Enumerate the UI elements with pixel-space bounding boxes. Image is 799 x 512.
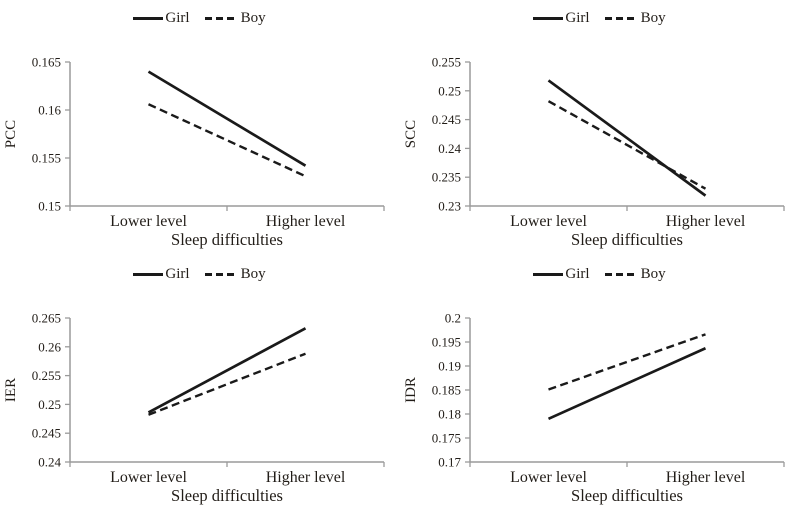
svg-text:Sleep difficulties: Sleep difficulties — [571, 230, 683, 249]
svg-text:PCC: PCC — [3, 120, 19, 148]
solid-line-icon — [133, 272, 164, 276]
panel-idr: Girl Boy 0.17 0.175 0.18 0.185 0.19 0.195 0.2 L… — [400, 256, 799, 512]
svg-text:0.16: 0.16 — [38, 103, 61, 118]
svg-text:Higher level: Higher level — [266, 469, 346, 486]
legend: Girl Boy — [400, 8, 799, 28]
svg-text:0.23: 0.23 — [438, 199, 461, 214]
legend-label-girl: Girl — [165, 265, 190, 282]
pcc-chart: 0.15 0.155 0.16 0.165 Lower level Higher leve… — [0, 28, 399, 253]
ier-chart: 0.24 0.245 0.25 0.255 0.26 0.265 Lower level Hi… — [0, 284, 399, 509]
solid-line-icon — [533, 272, 564, 276]
svg-text:Higher level: Higher level — [666, 469, 746, 486]
legend: Girl Boy — [0, 8, 399, 28]
svg-text:0.24: 0.24 — [38, 455, 61, 470]
svg-text:Sleep difficulties: Sleep difficulties — [571, 486, 683, 505]
svg-text:Lower level: Lower level — [110, 469, 187, 486]
idr-chart: 0.17 0.175 0.18 0.185 0.19 0.195 0.2 Lower leve… — [400, 284, 799, 509]
svg-text:0.165: 0.165 — [32, 55, 61, 70]
panel-pcc: Girl Boy 0.15 0.155 0.16 0.165 Lower level Hi… — [0, 0, 399, 256]
svg-text:0.195: 0.195 — [432, 335, 461, 350]
svg-text:Higher level: Higher level — [666, 213, 746, 230]
svg-text:Lower level: Lower level — [510, 213, 587, 230]
dashed-line-icon — [204, 272, 236, 276]
svg-text:0.235: 0.235 — [432, 170, 461, 185]
svg-text:0.2: 0.2 — [445, 311, 461, 326]
svg-text:0.245: 0.245 — [32, 426, 61, 441]
legend-label-girl: Girl — [165, 9, 190, 26]
solid-line-icon — [533, 16, 564, 20]
svg-text:Higher level: Higher level — [266, 213, 346, 230]
svg-text:0.26: 0.26 — [38, 339, 61, 354]
dashed-line-icon — [204, 16, 236, 20]
svg-text:0.18: 0.18 — [438, 407, 461, 422]
svg-text:Sleep difficulties: Sleep difficulties — [171, 486, 283, 505]
solid-line-icon — [133, 16, 164, 20]
svg-text:0.265: 0.265 — [32, 311, 61, 326]
svg-text:0.25: 0.25 — [38, 397, 61, 412]
svg-text:0.175: 0.175 — [432, 431, 461, 446]
svg-text:0.19: 0.19 — [438, 359, 461, 374]
panel-scc: Girl Boy 0.23 0.235 0.24 0.245 0.25 0.255 Lowe… — [400, 0, 799, 256]
svg-text:0.17: 0.17 — [438, 455, 461, 470]
legend-label-boy: Boy — [240, 9, 266, 26]
svg-text:0.155: 0.155 — [32, 151, 61, 166]
svg-text:0.25: 0.25 — [438, 83, 461, 98]
svg-text:SCC: SCC — [403, 120, 419, 148]
svg-text:0.255: 0.255 — [432, 55, 461, 70]
legend-label-girl: Girl — [565, 265, 590, 282]
legend-label-girl: Girl — [565, 9, 590, 26]
legend: Girl Boy — [0, 264, 399, 284]
svg-text:0.245: 0.245 — [432, 112, 461, 127]
dashed-line-icon — [604, 272, 636, 276]
svg-text:IER: IER — [3, 378, 19, 402]
legend: Girl Boy — [400, 264, 799, 284]
legend-label-boy: Boy — [640, 265, 666, 282]
legend-label-boy: Boy — [640, 9, 666, 26]
svg-text:0.24: 0.24 — [438, 141, 461, 156]
svg-text:0.185: 0.185 — [432, 383, 461, 398]
scc-chart: 0.23 0.235 0.24 0.245 0.25 0.255 Lower level Hi… — [400, 28, 799, 253]
svg-text:IDR: IDR — [403, 377, 419, 403]
panel-ier: Girl Boy 0.24 0.245 0.25 0.255 0.26 0.265 Lowe… — [0, 256, 399, 512]
svg-text:Sleep difficulties: Sleep difficulties — [171, 230, 283, 249]
dashed-line-icon — [604, 16, 636, 20]
svg-text:0.15: 0.15 — [38, 199, 61, 214]
svg-text:Lower level: Lower level — [110, 213, 187, 230]
legend-label-boy: Boy — [240, 265, 266, 282]
svg-text:Lower level: Lower level — [510, 469, 587, 486]
svg-text:0.255: 0.255 — [32, 368, 61, 383]
